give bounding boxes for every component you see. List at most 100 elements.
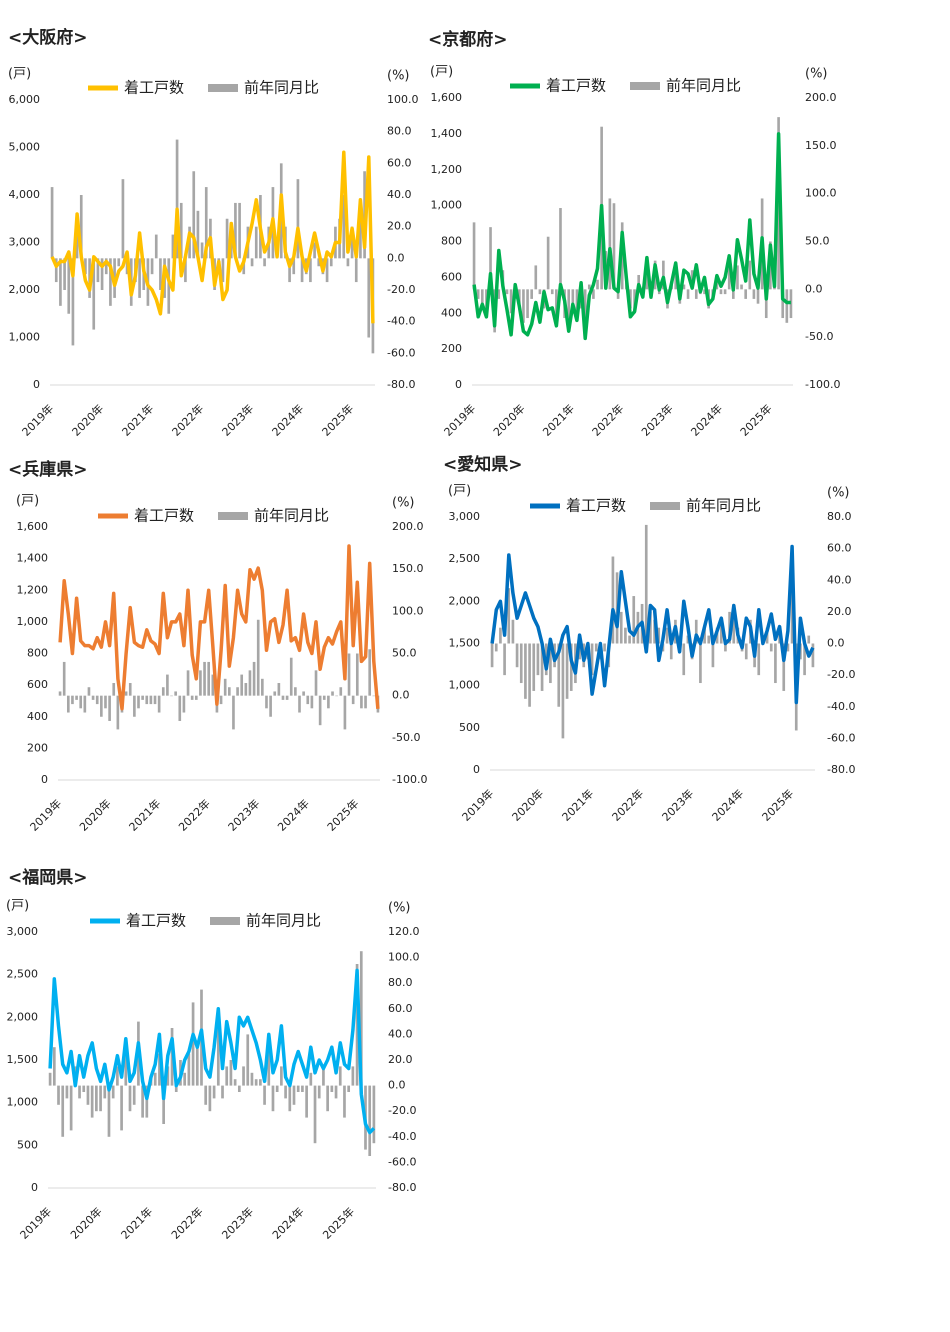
- bar: [166, 674, 169, 696]
- y2-tick-label: 20.0: [387, 220, 412, 233]
- y-tick-label: 5,000: [9, 141, 41, 154]
- bar: [150, 258, 154, 275]
- bar: [536, 643, 540, 676]
- y2-tick-label: 120.0: [388, 925, 420, 938]
- y2-tick-label: 80.0: [387, 125, 412, 138]
- bar: [360, 695, 363, 709]
- bar: [339, 687, 343, 696]
- x-tick-label: 2023年: [219, 1204, 256, 1241]
- y2-tick-label: -40.0: [827, 700, 855, 713]
- bar: [190, 695, 194, 700]
- bar: [719, 289, 723, 295]
- bar: [711, 643, 715, 668]
- bar: [211, 674, 215, 696]
- bar: [657, 627, 661, 644]
- bar: [254, 1079, 258, 1086]
- bar: [781, 289, 785, 319]
- bar: [166, 1066, 170, 1086]
- bar: [100, 258, 104, 290]
- bar: [116, 1066, 119, 1086]
- y-axis-label: (戸): [430, 65, 453, 80]
- legend-label: 前年同月比: [254, 507, 329, 525]
- bar: [318, 695, 322, 726]
- y-tick-label: 2,000: [7, 1010, 39, 1023]
- y2-tick-label: -40.0: [387, 315, 415, 328]
- bar: [195, 1047, 199, 1086]
- y2-tick-label: -100.0: [392, 773, 427, 786]
- y2-tick-label: 150.0: [805, 139, 837, 152]
- bar: [96, 258, 100, 283]
- bar: [63, 258, 66, 290]
- y2-tick-label: -50.0: [805, 330, 833, 343]
- bar: [132, 1085, 136, 1105]
- bar: [254, 226, 258, 259]
- bar: [79, 195, 83, 259]
- bar: [199, 670, 202, 696]
- bar: [515, 643, 519, 668]
- bar: [557, 643, 561, 707]
- bar: [128, 683, 132, 696]
- bar: [124, 1047, 128, 1086]
- bar: [207, 661, 211, 696]
- y-tick-label: 0: [33, 378, 40, 391]
- line: [490, 544, 815, 705]
- y-tick-label: 2,500: [7, 968, 39, 981]
- bar: [117, 258, 121, 267]
- bar: [62, 661, 66, 696]
- x-tick-label: 2023年: [659, 786, 696, 823]
- bar: [219, 695, 223, 705]
- bar: [90, 1085, 94, 1118]
- bar: [99, 1085, 102, 1112]
- bar: [342, 195, 346, 259]
- y2-tick-label: 50.0: [392, 647, 417, 660]
- bar: [578, 643, 581, 660]
- bar: [174, 1085, 178, 1092]
- bar: [372, 695, 376, 697]
- bar: [567, 289, 571, 328]
- bar: [522, 289, 525, 323]
- y2-tick-label: -80.0: [827, 763, 855, 776]
- y2-axis-label: (%): [827, 486, 850, 501]
- bar: [221, 258, 225, 283]
- bar: [252, 661, 256, 696]
- bar: [65, 1085, 69, 1099]
- y-tick-label: 400: [27, 710, 48, 723]
- x-tick-label: 2022年: [168, 1204, 205, 1241]
- bar: [58, 691, 62, 696]
- bar: [682, 284, 686, 290]
- x-tick-label: 2020年: [76, 796, 113, 833]
- bar: [354, 258, 358, 283]
- bar: [587, 284, 591, 290]
- bar: [225, 218, 229, 259]
- y-tick-label: 0: [473, 763, 480, 776]
- y2-tick-label: -60.0: [388, 1155, 416, 1168]
- bar: [145, 1085, 149, 1118]
- bar: [694, 619, 698, 644]
- bar: [57, 1085, 60, 1105]
- chart: <京都府> (戸) (%) 0 200 400 600 800 1,000 1,200 1,400 1…: [428, 29, 840, 439]
- bar: [170, 695, 173, 697]
- bar: [807, 635, 811, 644]
- x-tick-label: 2022年: [609, 786, 646, 823]
- bar: [171, 234, 175, 259]
- bar: [528, 643, 531, 707]
- bar: [611, 556, 615, 644]
- bar: [174, 691, 177, 696]
- bar: [302, 691, 305, 696]
- bar: [550, 289, 554, 295]
- bar: [480, 289, 484, 309]
- x-tick-label: 2021年: [540, 401, 577, 438]
- bar: [91, 695, 95, 700]
- bar: [313, 1085, 317, 1144]
- bar: [92, 258, 96, 330]
- y-axis-label: (戸): [6, 899, 29, 914]
- bar: [104, 258, 108, 275]
- bar: [256, 619, 260, 696]
- y-axis-label: (戸): [448, 484, 471, 499]
- bar: [301, 1085, 304, 1092]
- bar: [314, 670, 318, 696]
- bar: [561, 643, 565, 739]
- bar: [317, 258, 321, 267]
- bar: [703, 627, 706, 644]
- bar: [300, 258, 304, 283]
